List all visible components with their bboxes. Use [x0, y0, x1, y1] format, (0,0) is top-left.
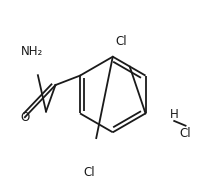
- Text: NH₂: NH₂: [21, 45, 44, 57]
- Text: Cl: Cl: [180, 127, 191, 140]
- Text: Cl: Cl: [116, 35, 127, 48]
- Text: Cl: Cl: [83, 167, 95, 179]
- Text: H: H: [170, 108, 179, 121]
- Text: O: O: [20, 111, 29, 124]
